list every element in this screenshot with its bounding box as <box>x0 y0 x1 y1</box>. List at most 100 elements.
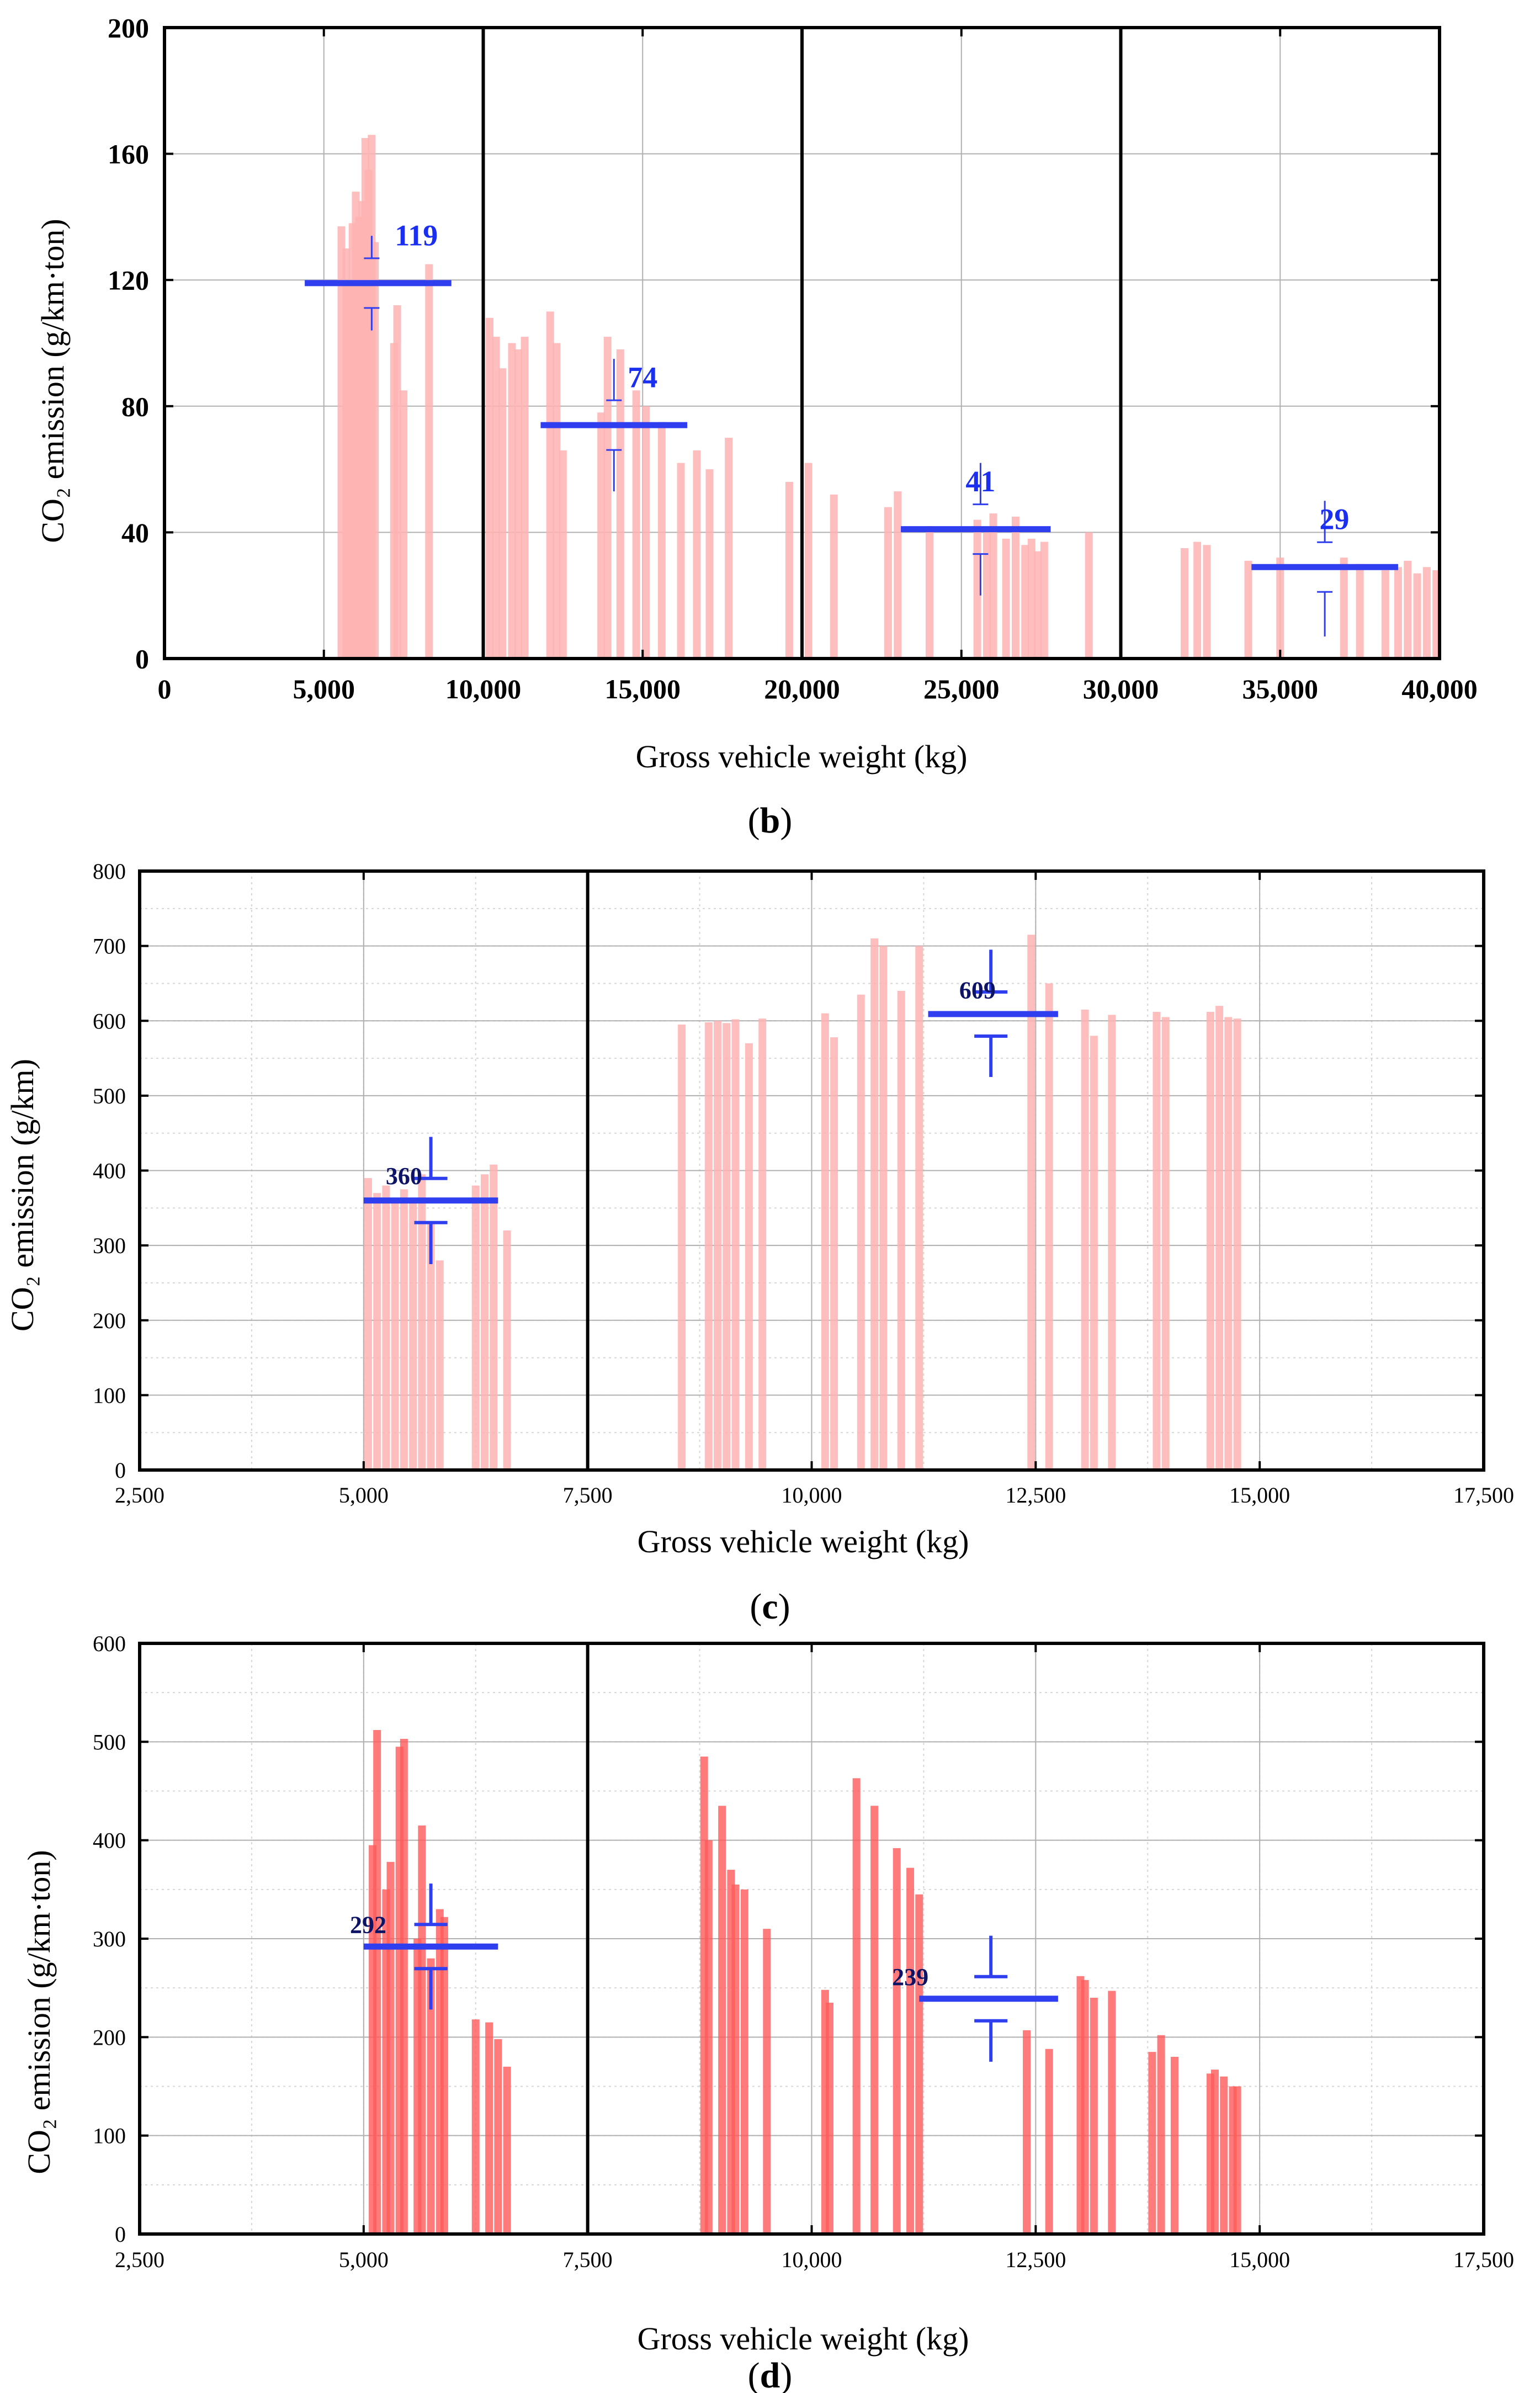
panel-d-caption-letter: d <box>760 2355 780 2393</box>
bar <box>926 526 933 659</box>
bar <box>371 242 379 659</box>
bar <box>894 491 902 659</box>
y-tick-label: 400 <box>93 1828 126 1853</box>
mean-value-label: 360 <box>386 1163 422 1190</box>
y-tick-label: 300 <box>93 1233 126 1258</box>
bar <box>498 368 507 659</box>
panel-d-caption: (d) <box>748 2355 793 2393</box>
bar <box>603 337 612 659</box>
bar <box>373 1729 381 2234</box>
x-tick-label: 2,500 <box>115 1483 164 1508</box>
bar <box>983 532 991 659</box>
y-tick-label: 0 <box>115 2222 126 2247</box>
bar <box>559 450 567 659</box>
bar <box>1203 545 1211 659</box>
bar <box>723 1023 731 1470</box>
panel-b-dividers <box>481 28 1123 659</box>
panel-c-chart: 360 609 2,500 5,000 7,500 10,000 12,500 15,000… <box>4 859 1514 1627</box>
bar <box>740 1889 748 2234</box>
bar <box>1215 1006 1224 1470</box>
panel-c-bars <box>364 935 1241 1470</box>
y-tick-label: 200 <box>108 13 149 44</box>
panel-b-caption-letter: b <box>760 800 780 841</box>
bar <box>427 1958 435 2234</box>
y-tick-label: 300 <box>93 1927 126 1951</box>
bar <box>758 1018 767 1470</box>
x-tick-label: 40,000 <box>1401 673 1478 704</box>
bar <box>400 1738 408 2234</box>
bar <box>1108 1991 1116 2234</box>
panel-d-x-axis-label: Gross vehicle weight (kg) <box>638 2321 969 2357</box>
bar <box>436 1260 444 1470</box>
bar <box>1340 558 1348 659</box>
panel-d-axis-ticks <box>139 1642 1485 2235</box>
bar <box>382 1185 390 1470</box>
panel-b-x-axis-label: Gross vehicle weight (kg) <box>636 739 968 774</box>
bar <box>427 1223 435 1470</box>
bar <box>1153 1011 1161 1470</box>
bar <box>1193 542 1202 659</box>
bar <box>804 463 813 659</box>
bar <box>400 390 408 659</box>
bar <box>725 437 733 659</box>
bar <box>1027 935 1035 1470</box>
y-tick-label: 80 <box>121 391 149 422</box>
bar <box>830 494 838 659</box>
bar <box>494 2039 502 2234</box>
bar <box>1224 1017 1233 1470</box>
y-tick-label: 400 <box>93 1159 126 1184</box>
panel-d-means: 292 239 <box>350 1883 1058 2062</box>
bar <box>1045 983 1053 1470</box>
bar <box>745 1043 753 1470</box>
bar <box>879 946 888 1470</box>
bar <box>409 1200 417 1470</box>
y-tick-label: 500 <box>93 1729 126 1754</box>
bar <box>825 2002 833 2234</box>
bar <box>830 1037 838 1470</box>
bar <box>852 1778 861 2234</box>
panel-b-y-axis-label: CO₂ emission (g/km·ton) <box>35 219 71 543</box>
bar <box>989 513 997 659</box>
y-tick-label: 600 <box>93 1631 126 1656</box>
bar <box>731 1884 740 2234</box>
mean-value-label: 609 <box>959 977 996 1004</box>
bar <box>425 264 433 659</box>
bar <box>1090 1998 1098 2234</box>
mean-value-label: 239 <box>892 1964 928 1991</box>
bar <box>1413 573 1421 659</box>
x-tick-label: 30,000 <box>1083 673 1159 704</box>
y-tick-label: 160 <box>108 139 149 169</box>
panel-c-axis-ticks <box>139 870 1485 1471</box>
bar <box>731 1019 740 1470</box>
y-tick-label: 200 <box>93 1308 126 1333</box>
mean-value-label: 74 <box>628 361 657 394</box>
bar <box>1034 551 1042 659</box>
bar <box>1045 2049 1053 2234</box>
bar <box>503 1230 511 1470</box>
bar <box>1244 560 1252 659</box>
bar <box>546 311 554 659</box>
bar <box>490 1164 498 1470</box>
bar <box>514 349 523 659</box>
panel-c-means: 360 609 <box>363 949 1058 1265</box>
bar <box>1422 567 1431 659</box>
bar <box>485 2022 493 2234</box>
bar <box>486 317 494 659</box>
bar <box>677 463 685 659</box>
x-tick-label: 12,500 <box>1005 1483 1066 1508</box>
bar <box>393 305 401 659</box>
x-tick-label: 7,500 <box>563 2247 613 2272</box>
y-tick-label: 700 <box>93 934 126 959</box>
bar <box>1148 2052 1156 2234</box>
bar <box>508 343 516 659</box>
x-tick-label: 5,000 <box>293 673 355 704</box>
panel-b-y-tick-labels: 0 40 80 120 160 200 <box>108 13 149 675</box>
bar <box>906 1867 915 2234</box>
bar <box>1081 1980 1089 2234</box>
bar <box>1002 538 1010 659</box>
panel-d-y-axis-label: CO₂ emission (g/km·ton) <box>21 1850 57 2174</box>
x-tick-label: 12,500 <box>1005 2247 1066 2272</box>
panel-c-gridlines <box>140 871 1484 1470</box>
bar <box>704 1840 713 2234</box>
